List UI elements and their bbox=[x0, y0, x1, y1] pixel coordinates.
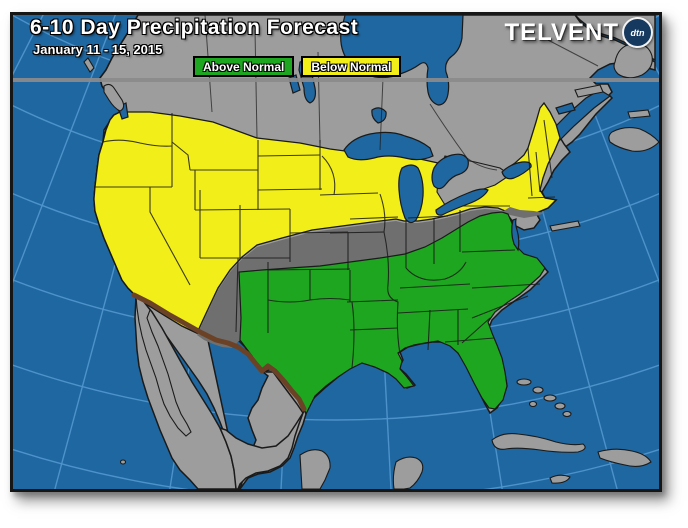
queen-charlotte-island bbox=[83, 57, 95, 73]
lake-huron bbox=[431, 153, 469, 190]
state-borders bbox=[95, 113, 556, 369]
great-lakes bbox=[343, 131, 532, 224]
legend-above-normal: Above Normal bbox=[193, 56, 295, 77]
telvent-logo: TELVENT bbox=[504, 18, 619, 46]
page-title: 6-10 Day Precipitation Forecast bbox=[30, 16, 359, 39]
long-island bbox=[549, 220, 581, 232]
lake-nipigon bbox=[371, 107, 387, 124]
hispaniola bbox=[597, 448, 652, 468]
nova-scotia bbox=[608, 126, 659, 152]
lake-superior bbox=[343, 131, 434, 161]
legend-above-label: Above Normal bbox=[203, 59, 285, 74]
lac-st-jean bbox=[555, 102, 576, 115]
normal-region-band bbox=[197, 207, 548, 348]
dtn-badge-icon: dtn bbox=[622, 17, 653, 48]
small-island-dot bbox=[119, 459, 127, 465]
jamaica bbox=[549, 474, 571, 484]
anticosti-island bbox=[574, 84, 604, 98]
lake-erie bbox=[435, 188, 489, 216]
chesapeake-bay bbox=[511, 218, 520, 252]
horizontal-seam-stripe bbox=[13, 78, 659, 82]
legend: Above Normal Below Normal bbox=[193, 56, 402, 77]
mexico-mainland bbox=[134, 294, 237, 489]
legend-below-normal: Below Normal bbox=[301, 56, 402, 77]
cuba bbox=[491, 433, 586, 453]
map-canvas bbox=[13, 15, 659, 489]
bahamas bbox=[516, 378, 572, 418]
baja-california bbox=[135, 294, 192, 437]
vancouver-island bbox=[103, 83, 125, 112]
us-mexico-border bbox=[131, 292, 307, 412]
date-range: January 11 - 15, 2015 bbox=[33, 42, 163, 57]
prince-edward-island bbox=[627, 109, 651, 119]
brand-logo: TELVENT dtn bbox=[504, 17, 653, 48]
yucatan-peninsula bbox=[299, 449, 331, 489]
lake-michigan bbox=[398, 164, 424, 224]
lake-ontario bbox=[501, 161, 532, 180]
mexico-gulf-coast bbox=[218, 412, 304, 489]
legend-below-label: Below Normal bbox=[311, 59, 392, 74]
belize-landmass bbox=[392, 456, 424, 489]
forecast-map: 6-10 Day Precipitation Forecast January … bbox=[10, 12, 662, 492]
